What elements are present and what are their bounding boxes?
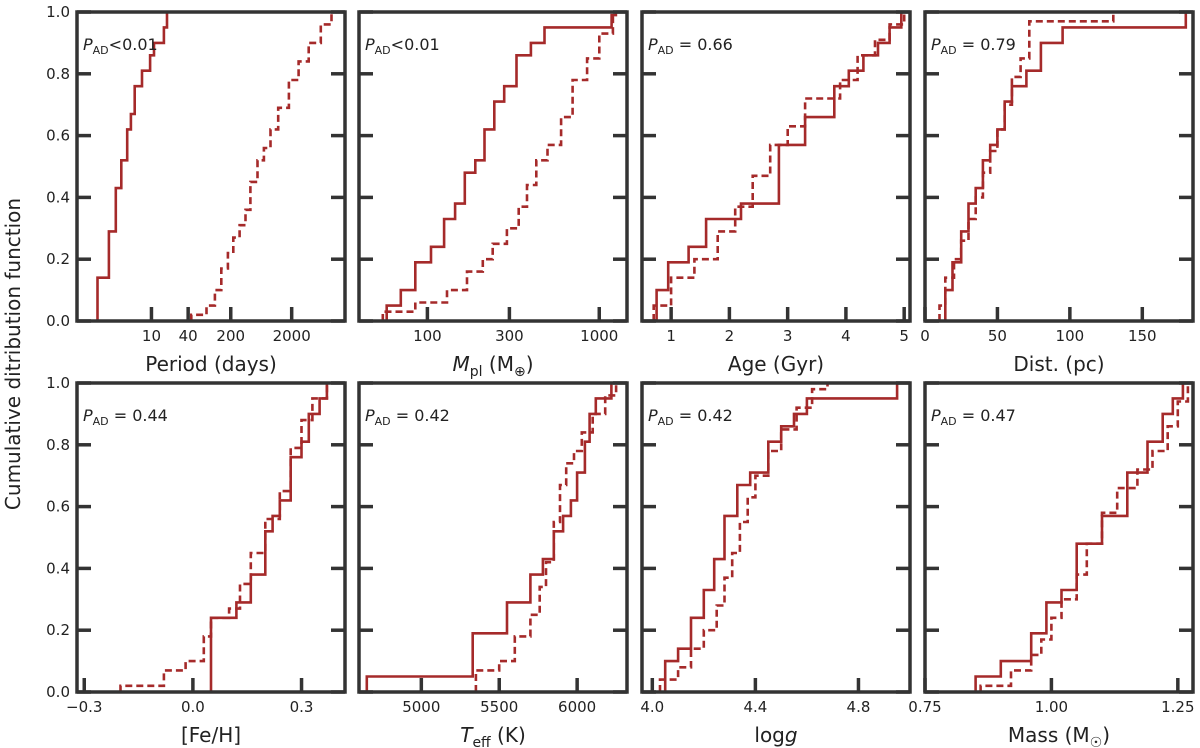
panel-4: 0 50 100 150 Dist. (pc) PAD = 0.79 [920,10,1195,376]
y-tick-label: 0.4 [46,559,70,577]
x-tick-label: 4 [841,327,851,345]
series-dashed-line [190,12,333,321]
y-tick-label: 1.0 [46,3,70,21]
x-tick-label: 1.25 [1161,698,1194,716]
x-axis-label: Age (Gyr) [728,352,824,376]
x-axis-label: logg [754,723,797,747]
x-axis-label: Mass (M☉) [1008,723,1110,748]
x-tick-label: 2000 [273,327,311,345]
series-dashed-line [119,383,329,692]
x-tick-label: 4.4 [743,698,767,716]
x-tick-label: 4.8 [847,698,871,716]
series-solid-line [647,12,903,321]
x-tick-label: 40 [179,327,198,345]
y-axis-label: Cumulative ditribution function [1,198,25,510]
x-tick-label: 5 [899,327,909,345]
panel-1: 0.0 0.2 0.4 0.6 0.8 1.0 10 40 200 2000 Period (day… [46,3,347,376]
panel-8: 0.75 1.00 1.25 Mass (M☉) PAD = 0.47 [908,381,1195,748]
p-ad-annotation: PAD = 0.66 [648,35,733,57]
series-solid-line [375,12,618,321]
x-tick-label: 5500 [480,698,518,716]
x-axis-label: [Fe/H] [181,723,241,747]
y-tick-label: 0.4 [46,188,70,206]
plot-frame [923,10,1195,323]
series-solid-line [942,12,1188,321]
y-tick-label: 0.6 [46,127,70,145]
x-axis-label: Period (days) [145,352,277,376]
x-tick-label: 300 [495,327,524,345]
x-tick-label: −0.3 [66,698,102,716]
y-tick-label: 0.0 [46,683,70,701]
p-ad-annotation: PAD<0.01 [365,35,440,57]
x-tick-label: 50 [988,327,1007,345]
plot-frame [75,381,347,694]
y-tick-label: 0.8 [46,65,70,83]
series-dashed-line [381,12,615,321]
series-dashed-line [938,12,1115,321]
x-tick-label: 0.75 [908,698,941,716]
x-axis-label: Teff (K) [460,723,526,748]
panel-5: 0.00.20.40.60.81.0−0.3 0.0 0.3[Fe/H]PAD = … [46,374,347,747]
p-ad-annotation: PAD = 0.42 [648,406,733,428]
plot-frame [640,10,912,323]
x-tick-label: 150 [1128,327,1157,345]
x-tick-label: 4.0 [640,698,664,716]
p-ad-annotation: PAD = 0.79 [931,35,1016,57]
x-tick-label: 1000 [580,327,618,345]
panel-2: 100 300 1000 Mpl (M⊕) PAD<0.01 [357,10,629,380]
series-dashed-line [658,383,829,692]
plot-frame [640,381,912,694]
p-ad-annotation: PAD = 0.47 [931,406,1016,428]
x-tick-label: 1 [666,327,676,345]
x-tick-label: 10 [142,327,161,345]
series-solid-line [365,383,613,692]
x-tick-label: 100 [1056,327,1085,345]
y-tick-label: 0.2 [46,621,70,639]
series-dashed-line [979,383,1190,692]
x-tick-label: 1.00 [1035,698,1068,716]
x-tick-label: 100 [413,327,442,345]
x-axis-label: Mpl (M⊕) [452,352,533,380]
y-tick-label: 0.2 [46,250,70,268]
y-tick-label: 0.0 [46,312,70,330]
series-solid-line [90,12,169,321]
x-tick-label: 2 [725,327,735,345]
y-tick-label: 1.0 [46,374,70,392]
x-axis-label: Dist. (pc) [1013,352,1104,376]
plot-frame [923,381,1195,694]
y-tick-label: 0.6 [46,498,70,516]
panel-6: 5000 5500 6000 Teff (K) PAD = 0.42 [357,381,629,748]
panel-7: 4.0 4.4 4.8 logg PAD = 0.42 [640,381,912,747]
x-tick-label: 0 [920,327,930,345]
p-ad-annotation: PAD = 0.44 [83,406,168,428]
x-tick-label: 0.0 [181,698,205,716]
series-dashed-line [652,12,906,321]
x-tick-label: 200 [216,327,245,345]
p-ad-annotation: PAD = 0.42 [365,406,450,428]
y-tick-label: 0.8 [46,436,70,454]
x-tick-label: 0.3 [290,698,314,716]
x-tick-label: 6000 [558,698,596,716]
x-tick-label: 5000 [402,698,440,716]
plot-frame [357,381,629,694]
panel-3: 1 2 3 4 5 Age (Gyr) PAD = 0.66 [640,10,912,376]
p-ad-annotation: PAD<0.01 [83,35,158,57]
x-tick-label: 3 [783,327,793,345]
series-solid-line [654,383,899,692]
series-dashed-line [474,383,618,692]
plot-frame [357,10,629,323]
series-solid-line [950,383,1185,692]
plot-frame [75,10,347,323]
